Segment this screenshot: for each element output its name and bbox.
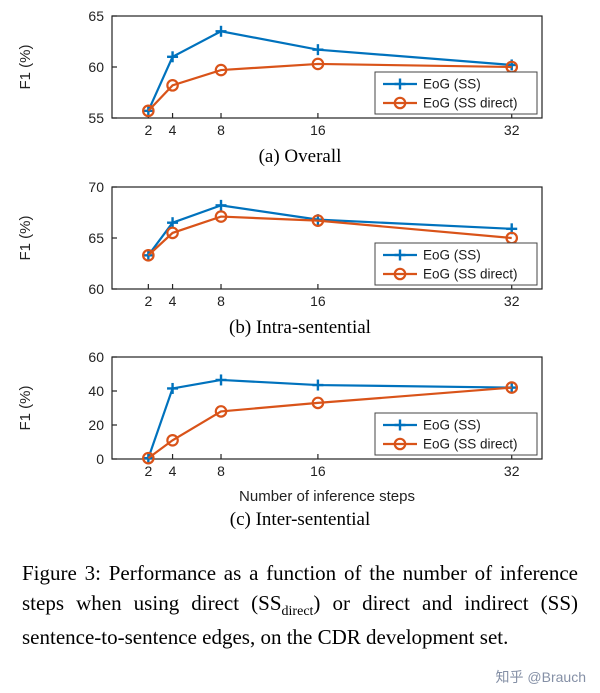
data-point-marker-circle — [166, 226, 179, 239]
y-axis-label: F1 (%) — [17, 44, 34, 89]
data-point-marker-circle — [393, 267, 407, 280]
y-tick-label: 40 — [88, 383, 104, 399]
x-tick-label: 4 — [169, 463, 177, 479]
data-point-marker-circle — [505, 381, 519, 395]
x-tick-label: 4 — [169, 293, 177, 309]
x-tick-label: 16 — [310, 293, 326, 309]
data-point-marker-circle — [142, 104, 155, 118]
data-point-marker-circle — [142, 452, 155, 465]
y-tick-label: 65 — [88, 10, 104, 24]
legend-label: EoG (SS) — [423, 77, 481, 92]
chart-block-overall: 2 4 8 16 32 55 60 65 F1 (%) EoG (SS) EoG (SS direc… — [0, 10, 600, 171]
data-point-marker-circle — [214, 63, 228, 77]
data-point-marker-circle — [214, 209, 228, 223]
data-point-marker-circle — [311, 396, 325, 410]
x-axis-label: Number of inference steps — [239, 488, 415, 505]
x-tick-label: 8 — [217, 293, 225, 309]
chart-block-inter-sentential: 2 4 8 16 32 0 20 40 60 F1 (%) EoG (SS) EoG (SS dire… — [0, 351, 600, 534]
y-tick-label: 55 — [88, 110, 104, 126]
x-tick-label: 16 — [310, 463, 326, 479]
y-tick-label: 20 — [88, 417, 104, 433]
x-tick-label: 32 — [504, 463, 520, 479]
x-tick-label: 2 — [144, 463, 152, 479]
y-tick-label: 0 — [96, 451, 104, 467]
watermark: 知乎 @Brauch — [495, 669, 586, 685]
y-tick-label: 60 — [88, 281, 104, 297]
y-tick-label: 60 — [88, 351, 104, 365]
x-tick-label: 32 — [504, 293, 520, 309]
data-point-marker-circle — [166, 434, 179, 447]
subplot-caption-b: (b) Intra-sentential — [229, 316, 371, 338]
legend-label: EoG (SS direct) — [423, 437, 518, 452]
figure-3: 2 4 8 16 32 55 60 65 F1 (%) EoG (SS) EoG (SS direc… — [0, 10, 600, 652]
figure-caption: Figure 3: Performance as a function of t… — [22, 558, 578, 652]
x-tick-label: 8 — [217, 463, 225, 479]
data-point-marker-circle — [393, 96, 407, 110]
chart-intra-sentential: 2 4 8 16 32 60 65 70 F1 (%) EoG (SS) EoG (SS direc… — [17, 181, 543, 309]
x-tick-label: 2 — [144, 293, 152, 309]
subplot-caption-a: (a) Overall — [258, 146, 342, 167]
y-tick-label: 65 — [88, 230, 104, 246]
data-point-marker-circle — [214, 405, 228, 418]
legend-label: EoG (SS direct) — [423, 266, 518, 281]
series-line-1 — [147, 386, 512, 460]
series-line-1 — [147, 215, 512, 256]
legend-label: EoG (SS direct) — [423, 96, 518, 111]
x-tick-label: 32 — [504, 122, 520, 138]
data-point-marker-circle — [311, 57, 325, 71]
y-tick-label: 60 — [88, 59, 104, 75]
data-point-marker-circle — [166, 79, 179, 92]
legend-label: EoG (SS) — [423, 418, 481, 433]
figure-caption-subscript: direct — [281, 603, 314, 619]
series-line-1 — [147, 62, 512, 112]
data-point-marker-circle — [311, 213, 325, 227]
x-tick-label: 2 — [144, 122, 152, 138]
x-tick-label: 4 — [169, 122, 177, 138]
data-point-marker-circle — [142, 248, 155, 262]
chart-overall: 2 4 8 16 32 55 60 65 F1 (%) EoG (SS) EoG (SS direc… — [17, 10, 543, 138]
chart-inter-sentential: 2 4 8 16 32 0 20 40 60 F1 (%) EoG (SS) EoG (SS dire… — [17, 351, 543, 505]
y-axis-label: F1 (%) — [17, 386, 34, 431]
figure-caption-text-2: ) or direct and indirect (SS) sentence-t… — [22, 590, 579, 649]
chart-block-intra-sentential: 2 4 8 16 32 60 65 70 F1 (%) EoG (SS) EoG (SS direc… — [0, 181, 600, 342]
subplot-caption-c: (c) Inter-sentential — [229, 509, 371, 531]
y-axis-label: F1 (%) — [17, 215, 34, 260]
legend-label: EoG (SS) — [423, 247, 481, 262]
figure-caption-text-1: Figure 3: Performance as a function of t… — [22, 560, 578, 615]
data-point-marker-circle — [393, 437, 407, 451]
x-tick-label: 8 — [217, 122, 225, 138]
x-tick-label: 16 — [310, 122, 326, 138]
y-tick-label: 70 — [88, 181, 104, 195]
